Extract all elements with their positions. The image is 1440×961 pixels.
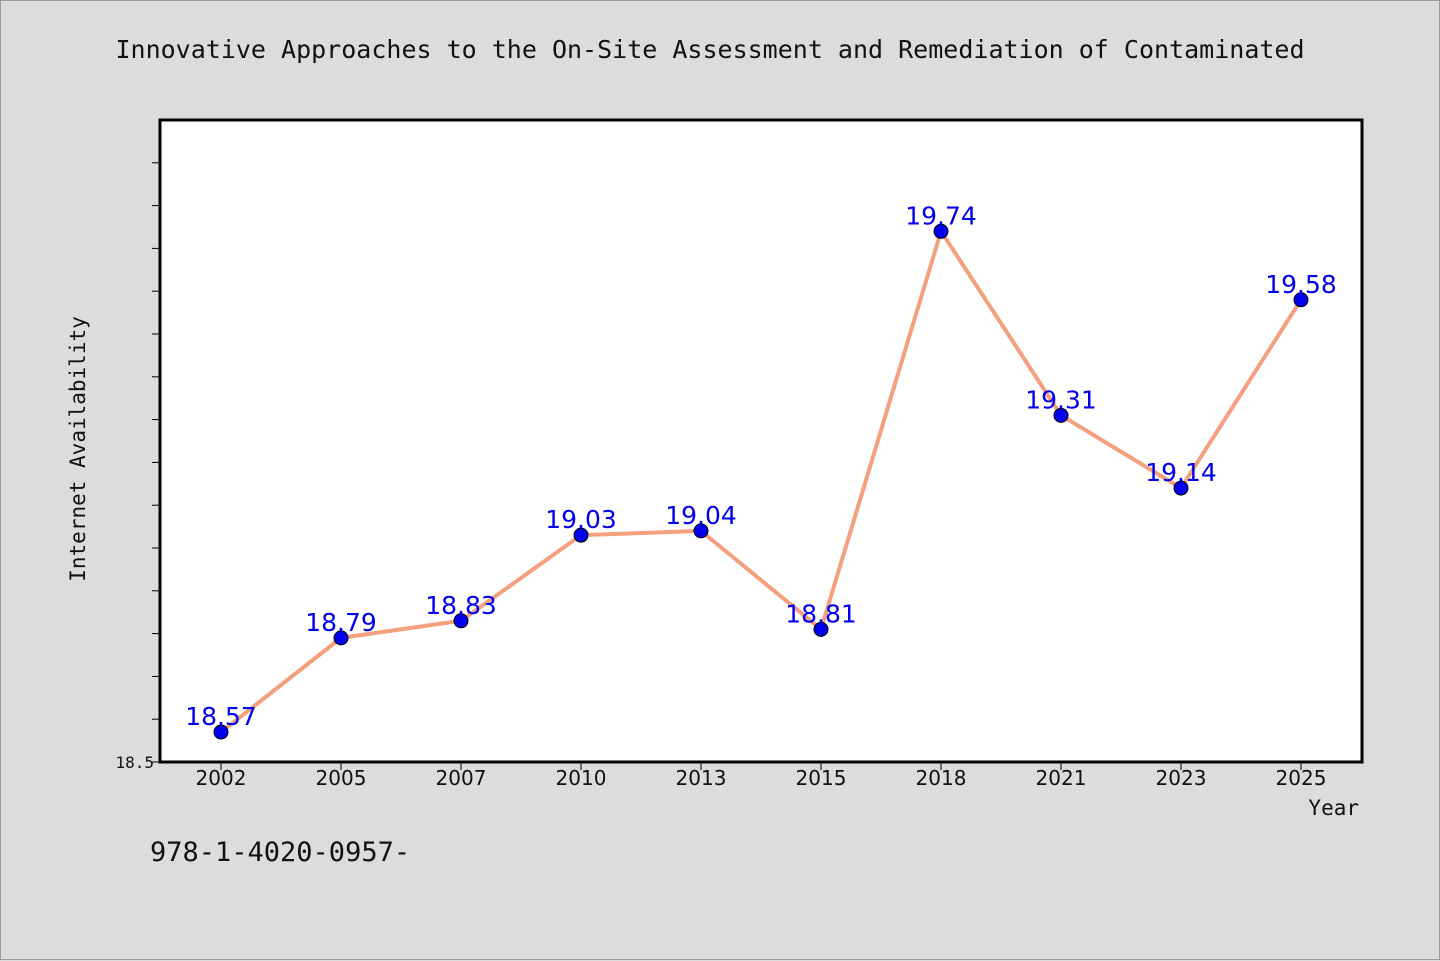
data-label: 19.58: [1265, 270, 1337, 299]
data-point: [333, 630, 349, 646]
data-point: [693, 523, 709, 539]
data-label: 18.83: [425, 591, 497, 620]
x-tick-label: 2005: [316, 766, 367, 790]
series-line: [219, 229, 1303, 734]
footer-code: 978-1-4020-0957-: [150, 837, 411, 868]
x-tick-label: 2025: [1276, 766, 1327, 790]
data-point: [813, 621, 829, 637]
x-tick-label: 2002: [196, 766, 247, 790]
x-tick-label: 2010: [556, 766, 607, 790]
plot-area: [158, 118, 1364, 764]
data-point: [453, 613, 469, 629]
data-label: 19.31: [1025, 385, 1097, 414]
data-point: [1053, 407, 1069, 423]
data-label: 19.04: [665, 501, 737, 530]
x-axis-label: Year: [1308, 796, 1359, 820]
data-label: 18.57: [185, 702, 257, 731]
data-label: 19.74: [905, 201, 977, 230]
x-tick-label: 2013: [676, 766, 727, 790]
data-point: [573, 527, 589, 543]
data-label: 19.03: [545, 505, 617, 534]
data-point: [1173, 480, 1189, 496]
x-tick-label: 2023: [1156, 766, 1207, 790]
chart-title: Innovative Approaches to the On-Site Ass…: [115, 35, 1305, 64]
data-point: [213, 724, 229, 740]
x-tick-label: 2015: [796, 766, 847, 790]
data-point: [1293, 292, 1309, 308]
data-point: [933, 223, 949, 239]
data-label: 18.79: [305, 608, 377, 637]
y-tick-label: 18.5: [115, 753, 154, 772]
x-tick-label: 2021: [1036, 766, 1087, 790]
x-tick-label: 2018: [916, 766, 967, 790]
data-label: 19.14: [1145, 458, 1217, 487]
x-tick-label: 2007: [436, 766, 487, 790]
data-label: 18.81: [785, 599, 857, 628]
